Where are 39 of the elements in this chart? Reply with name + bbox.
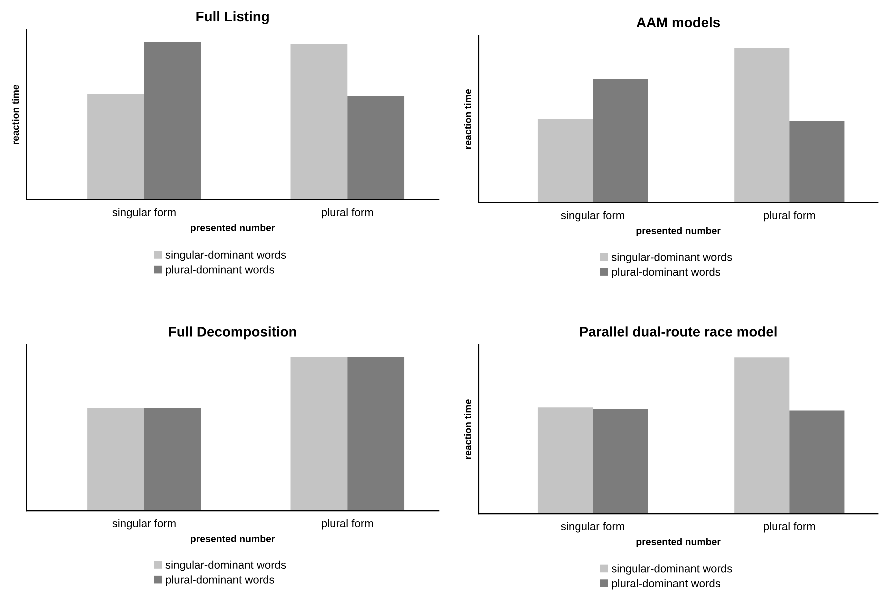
x-tick-label: plural form [322, 208, 374, 219]
legend-label: singular-dominant words [612, 564, 732, 575]
legend-label: plural-dominant words [166, 576, 274, 586]
chart-title: AAM models [636, 17, 720, 28]
x-tick-label: singular form [561, 211, 624, 222]
legend-label: plural-dominant words [612, 579, 721, 590]
x-tick-label: singular form [112, 208, 176, 219]
bar [538, 119, 594, 203]
legend-label: singular-dominant words [166, 560, 286, 572]
x-tick-label: plural form [322, 519, 374, 530]
chart-title: Parallel dual-route race model [580, 326, 777, 337]
y-axis-title: reaction time [464, 89, 472, 150]
legend-label: singular-dominant words [166, 250, 286, 262]
bar [290, 44, 348, 200]
x-tick-label: plural form [764, 211, 816, 222]
legend-label: plural-dominant words [166, 266, 274, 276]
x-axis-title: presented number [636, 538, 721, 548]
x-axis-title: presented number [191, 224, 276, 234]
bar [144, 42, 202, 200]
chart-title: Full Listing [196, 11, 269, 24]
bar [790, 410, 845, 514]
bar [88, 94, 144, 200]
x-tick-label: singular form [561, 522, 624, 533]
bar [593, 409, 648, 514]
bar [593, 79, 648, 203]
legend-label: singular-dominant words [612, 253, 732, 264]
chart-title: Full Decomposition [169, 326, 296, 340]
legend-label: plural-dominant words [612, 268, 721, 278]
x-tick-label: plural form [764, 522, 816, 533]
bar [734, 48, 790, 203]
bar [348, 96, 405, 200]
x-tick-label: singular form [112, 519, 176, 530]
bar [790, 120, 845, 203]
bar [734, 358, 790, 514]
y-axis-title: reaction time [12, 84, 20, 145]
bar [538, 408, 594, 514]
x-axis-title: presented number [636, 227, 721, 236]
y-axis-title: reaction time [464, 400, 472, 460]
x-axis-title: presented number [191, 535, 276, 544]
